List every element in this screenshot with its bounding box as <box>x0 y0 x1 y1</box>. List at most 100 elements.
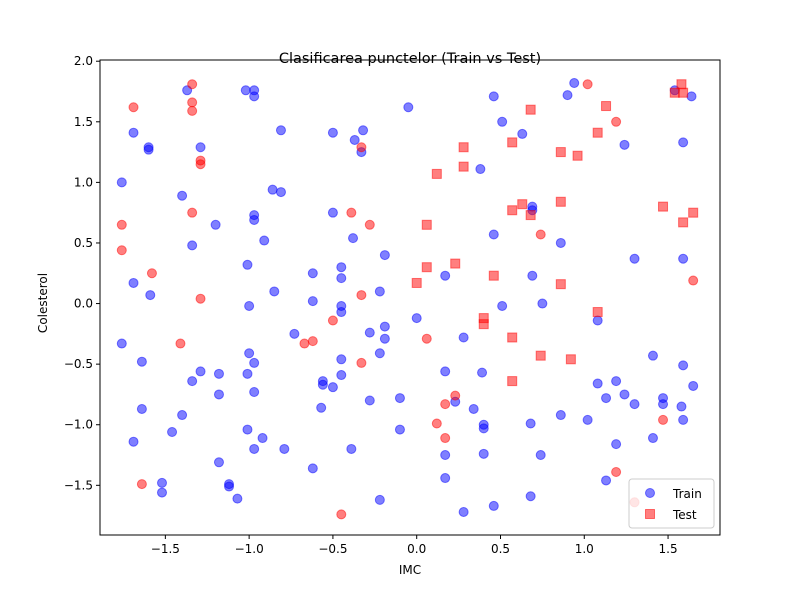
train-point <box>307 463 318 474</box>
train-point <box>336 273 347 284</box>
train-point <box>394 424 405 435</box>
data-points <box>116 78 699 520</box>
test-point <box>356 142 367 153</box>
test-point <box>364 219 375 230</box>
test-point <box>572 150 583 161</box>
test-point <box>507 376 518 387</box>
test-point <box>517 199 528 210</box>
train-point <box>177 190 188 201</box>
train-point <box>346 443 357 454</box>
train-point <box>317 379 328 390</box>
train-point <box>259 235 270 246</box>
train-point <box>678 137 689 148</box>
train-point <box>379 333 390 344</box>
train-point <box>275 187 286 198</box>
train-point <box>244 348 255 359</box>
test-point <box>187 207 198 218</box>
test-point <box>195 293 206 304</box>
test-point <box>411 277 422 288</box>
train-point <box>316 402 327 413</box>
train-point <box>619 389 630 400</box>
test-point <box>440 433 451 444</box>
test-point <box>195 159 206 170</box>
test-point <box>146 268 157 279</box>
train-point <box>440 366 451 377</box>
x-tick-label: −1.5 <box>151 542 180 556</box>
train-point <box>525 418 536 429</box>
test-point <box>187 105 198 116</box>
y-axis-label: Colesterol <box>36 273 50 333</box>
train-point <box>213 389 224 400</box>
x-tick-label: 1.5 <box>659 542 678 556</box>
legend-train-marker <box>645 488 655 498</box>
train-point <box>187 240 198 251</box>
train-point <box>257 433 268 444</box>
test-point <box>431 168 442 179</box>
chart-title: Clasificarea punctelor (Train vs Test) <box>279 51 541 67</box>
train-point <box>468 403 479 414</box>
test-point <box>688 275 699 286</box>
test-point <box>431 418 442 429</box>
test-point <box>116 219 127 230</box>
train-point <box>116 338 127 349</box>
train-point <box>394 393 405 404</box>
train-point <box>213 368 224 379</box>
test-point <box>478 319 489 330</box>
train-point <box>678 414 689 425</box>
y-tick-label: −1.0 <box>64 418 93 432</box>
train-point <box>249 91 260 102</box>
train-point <box>477 367 488 378</box>
train-point <box>232 493 243 504</box>
train-point <box>555 237 566 248</box>
train-point <box>307 296 318 307</box>
train-point <box>592 315 603 326</box>
test-point <box>356 357 367 368</box>
train-point <box>275 125 286 136</box>
train-point <box>336 307 347 318</box>
train-point <box>336 262 347 273</box>
test-point <box>187 97 198 108</box>
train-point <box>364 395 375 406</box>
legend: Train Test <box>628 478 715 529</box>
train-point <box>336 354 347 365</box>
train-point <box>478 448 489 459</box>
train-point <box>327 207 338 218</box>
test-point <box>440 399 451 410</box>
train-point <box>440 450 451 461</box>
train-point <box>525 491 536 502</box>
test-point <box>611 466 622 477</box>
test-point <box>555 279 566 290</box>
test-point <box>525 104 536 115</box>
test-point <box>535 350 546 361</box>
train-point <box>249 357 260 368</box>
train-point <box>289 328 300 339</box>
train-point <box>562 90 573 101</box>
test-point <box>592 307 603 318</box>
train-point <box>249 387 260 398</box>
plot-frame <box>99 59 721 536</box>
test-point <box>299 338 310 349</box>
train-point <box>629 253 640 264</box>
train-point <box>379 321 390 332</box>
train-point <box>269 286 280 297</box>
test-point <box>507 205 518 216</box>
train-point <box>374 494 385 505</box>
test-point <box>525 210 536 221</box>
train-point <box>440 473 451 484</box>
test-point <box>555 147 566 158</box>
train-point <box>619 139 630 150</box>
train-point <box>213 457 224 468</box>
train-point <box>601 475 612 486</box>
legend-train-label: Train <box>672 487 702 501</box>
train-point <box>537 298 548 309</box>
train-point <box>244 300 255 311</box>
test-point <box>678 217 689 228</box>
train-point <box>143 144 154 155</box>
y-tick-label: −0.5 <box>64 357 93 371</box>
train-point <box>177 410 188 421</box>
y-tick-label: 0.5 <box>74 236 93 250</box>
test-point <box>678 87 689 98</box>
train-point <box>678 360 689 371</box>
y-axis-ticks: −1.5 −1.0 −0.5 0.0 0.5 1.0 1.5 2.0 <box>64 54 100 492</box>
